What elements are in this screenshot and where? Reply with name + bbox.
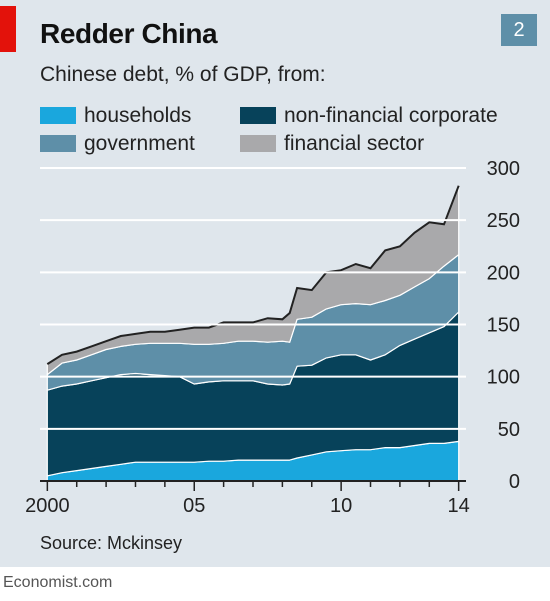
x-tick-label: 14 — [448, 495, 470, 517]
x-tick-label: 2000 — [25, 495, 70, 517]
legend-label: government — [84, 132, 195, 155]
legend-swatch — [240, 107, 276, 124]
source-note: Source: Mckinsey — [40, 533, 183, 553]
x-tick-label: 05 — [183, 495, 205, 517]
legend-swatch — [40, 107, 76, 124]
y-tick-label: 100 — [487, 367, 520, 389]
y-tick-label: 300 — [487, 158, 520, 180]
y-tick-label: 150 — [487, 315, 520, 337]
brand-tag — [0, 6, 16, 52]
chart-panel: Redder China 2 Chinese debt, % of GDP, f… — [0, 0, 550, 567]
chart-title: Redder China — [40, 18, 218, 49]
legend-swatch — [40, 135, 76, 152]
legend-swatch — [240, 135, 276, 152]
stacked-area-chart: 0 50 100 150 200 250 300 2000 05 10 14 — [25, 158, 520, 517]
y-tick-label: 250 — [487, 210, 520, 232]
total-outline — [46, 185, 460, 365]
chart-subtitle: Chinese debt, % of GDP, from: — [40, 63, 326, 86]
y-tick-label: 200 — [487, 262, 520, 284]
x-tick-label: 10 — [330, 495, 352, 517]
y-tick-label: 50 — [498, 419, 520, 441]
chart-number-badge: 2 — [501, 14, 537, 46]
legend-label: non-financial corporate — [284, 104, 498, 127]
footer-credit: Economist.com — [3, 574, 113, 591]
legend-label: financial sector — [284, 132, 425, 155]
y-tick-label: 0 — [509, 471, 520, 493]
legend-label: households — [84, 104, 192, 127]
